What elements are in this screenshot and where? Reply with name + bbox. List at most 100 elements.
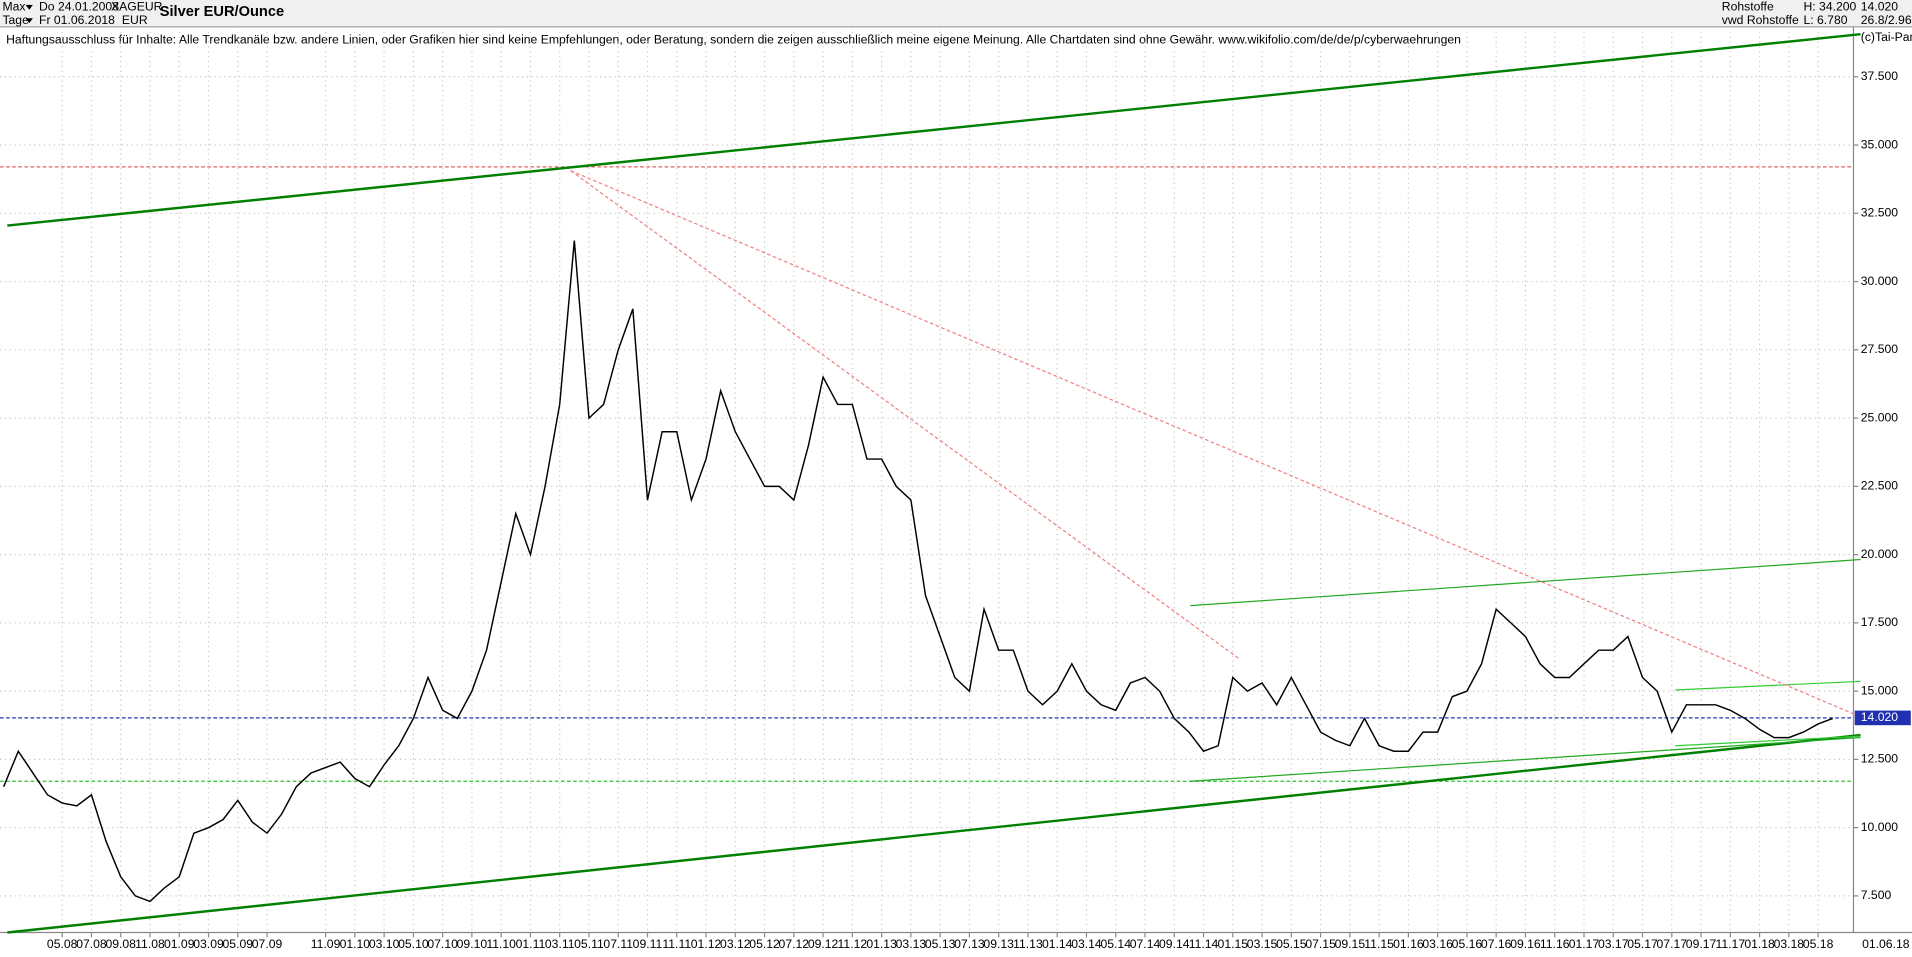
x-tick-label: 01.15 xyxy=(1218,937,1249,951)
x-tick-label: 05.11 xyxy=(574,937,604,951)
x-tick-label: 03.17 xyxy=(1598,937,1629,951)
x-tick-label: 09.10 xyxy=(457,937,488,951)
x-tick-label: 09.12 xyxy=(808,937,839,951)
x-tick-label: 09.15 xyxy=(1335,937,1366,951)
copyright: (c)Tai-Pan xyxy=(1861,30,1912,44)
y-tick-label: 20.000 xyxy=(1861,547,1899,561)
x-tick-label: 11.15 xyxy=(1364,937,1394,951)
x-tick-label: 03.18 xyxy=(1774,937,1805,951)
header: Max Tage Do 24.01.2008 Fr 01.06.2018 XAG… xyxy=(0,0,1912,28)
currency: EUR xyxy=(122,13,148,27)
last: 14.020 xyxy=(1861,0,1899,14)
last-value-badge xyxy=(1854,710,1911,726)
x-tick-label: 01.10 xyxy=(340,937,371,951)
last-value-label: 14.020 xyxy=(1861,710,1899,724)
to-date: Fr 01.06.2018 xyxy=(39,13,115,27)
x-tick-label: 07.15 xyxy=(1305,937,1336,951)
y-tick-label: 27.500 xyxy=(1861,342,1899,356)
x-tick-label: 09.17 xyxy=(1686,937,1717,951)
y-tick-label: 22.500 xyxy=(1861,479,1899,493)
x-tick-label: 07.13 xyxy=(954,937,985,951)
x-tick-label: 03.14 xyxy=(1071,937,1102,951)
x-tick-label: 03.16 xyxy=(1422,937,1453,951)
low: L: 6.780 xyxy=(1803,13,1847,27)
x-tick-label: 05.13 xyxy=(925,937,956,951)
x-tick-label: 05.16 xyxy=(1452,937,1483,951)
header-bar xyxy=(0,0,1912,27)
x-tick-label: 07.11 xyxy=(603,937,633,951)
y-tick-label: 12.500 xyxy=(1861,752,1899,766)
change: 26.8/2.960 xyxy=(1861,13,1912,27)
source: vwd Rohstoffe xyxy=(1722,13,1799,27)
x-tick-label: 01.09 xyxy=(164,937,195,951)
x-tick-label: 07.08 xyxy=(76,937,107,951)
dropdown-arrow[interactable] xyxy=(25,4,33,10)
x-tick-label: 03.12 xyxy=(720,937,751,951)
from-date: Do 24.01.2008 xyxy=(39,0,119,14)
x-tick-label: 05.09 xyxy=(223,937,254,951)
x-tick-label: 09.16 xyxy=(1510,937,1541,951)
trendline xyxy=(1190,558,1861,607)
x-tick-label: 07.09 xyxy=(252,937,283,951)
trendline xyxy=(1675,735,1861,747)
x-tick-label: 03.10 xyxy=(369,937,400,951)
x-tick-label: 03.09 xyxy=(193,937,224,951)
x-tick-label: 11.11 xyxy=(662,937,691,951)
x-tick-label: 07.17 xyxy=(1657,937,1688,951)
x-tick-label: 07.10 xyxy=(427,937,458,951)
price-line xyxy=(2,240,1833,903)
x-tick-label: 01.13 xyxy=(866,937,897,951)
trendline xyxy=(570,170,1861,718)
y-tick-label: 10.000 xyxy=(1861,820,1899,834)
dropdown-arrow[interactable] xyxy=(25,18,33,24)
group: Rohstoffe xyxy=(1722,0,1774,14)
y-tick-label: 37.500 xyxy=(1861,69,1899,83)
disclaimer: Haftungsausschluss für Inhalte: Alle Tre… xyxy=(6,32,1461,46)
x-tick-label: 09.08 xyxy=(105,937,136,951)
x-tick-label: 03.15 xyxy=(1247,937,1278,951)
x-tick-label: 11.14 xyxy=(1189,937,1219,951)
x-tick-label: 07.14 xyxy=(1130,937,1161,951)
y-tick-label: 17.500 xyxy=(1861,615,1899,629)
trendline xyxy=(7,733,1861,934)
symbol: XAGEUR xyxy=(111,0,163,14)
x-tick-label: 05.08 xyxy=(47,937,78,951)
x-tick-label: 11.12 xyxy=(838,937,868,951)
y-tick-label: 7.500 xyxy=(1861,888,1892,902)
y-tick-label: 30.000 xyxy=(1861,274,1899,288)
x-tick-label: 09.14 xyxy=(1159,937,1190,951)
trendline xyxy=(7,32,1861,227)
x-tick-label: 05.12 xyxy=(749,937,780,951)
y-tick-label: 32.500 xyxy=(1861,206,1899,220)
range[interactable]: Max xyxy=(2,0,25,14)
x-tick-label: 11.13 xyxy=(1013,937,1043,951)
x-tick-label: 11.08 xyxy=(135,937,165,951)
x-tick-label: 09.13 xyxy=(983,937,1014,951)
x-tick-label: 11.16 xyxy=(1540,937,1570,951)
x-tick-label: 01.12 xyxy=(691,937,722,951)
x-tick-label: 07.12 xyxy=(779,937,810,951)
x-tick-label: 05.15 xyxy=(1276,937,1307,951)
x-tick-label: 05.18 xyxy=(1803,937,1834,951)
y-tick-label: 35.000 xyxy=(1861,137,1899,151)
x-tick-label: 01.18 xyxy=(1744,937,1775,951)
unit[interactable]: Tage xyxy=(2,13,29,27)
trendline xyxy=(1675,680,1861,691)
high: H: 34.200 xyxy=(1803,0,1856,14)
x-tick-label: 05.17 xyxy=(1627,937,1658,951)
x-tick-label: 01.14 xyxy=(1042,937,1073,951)
x-tick-label: 01.16 xyxy=(1393,937,1424,951)
trendline xyxy=(1190,736,1861,782)
x-tick-label: 07.16 xyxy=(1481,937,1512,951)
x-tick-label: 01.11 xyxy=(516,937,546,951)
chart-title: Silver EUR/Ounce xyxy=(160,4,284,20)
x-tick-label: 05.14 xyxy=(1100,937,1131,951)
x-tick-label: 11.10 xyxy=(486,937,516,951)
x-tick-label: 03.13 xyxy=(896,937,927,951)
trendline xyxy=(570,170,1240,659)
x-tick-label: 11.09 xyxy=(311,937,341,951)
x-tick-label: 09.11 xyxy=(633,937,663,951)
